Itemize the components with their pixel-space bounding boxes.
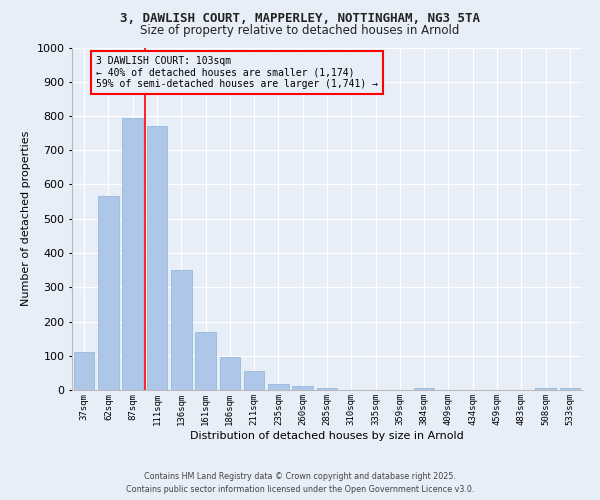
- Bar: [560, 388, 580, 390]
- Bar: [195, 332, 216, 390]
- Bar: [317, 388, 337, 390]
- Text: 3, DAWLISH COURT, MAPPERLEY, NOTTINGHAM, NG3 5TA: 3, DAWLISH COURT, MAPPERLEY, NOTTINGHAM,…: [120, 12, 480, 26]
- Bar: [414, 388, 434, 390]
- Bar: [244, 371, 265, 390]
- Y-axis label: Number of detached properties: Number of detached properties: [21, 131, 31, 306]
- Bar: [122, 118, 143, 390]
- Text: Contains HM Land Registry data © Crown copyright and database right 2025.
Contai: Contains HM Land Registry data © Crown c…: [126, 472, 474, 494]
- X-axis label: Distribution of detached houses by size in Arnold: Distribution of detached houses by size …: [190, 430, 464, 440]
- Text: 3 DAWLISH COURT: 103sqm
← 40% of detached houses are smaller (1,174)
59% of semi: 3 DAWLISH COURT: 103sqm ← 40% of detache…: [96, 56, 378, 90]
- Bar: [98, 196, 119, 390]
- Bar: [146, 126, 167, 390]
- Bar: [220, 357, 240, 390]
- Bar: [292, 386, 313, 390]
- Bar: [171, 270, 191, 390]
- Text: Size of property relative to detached houses in Arnold: Size of property relative to detached ho…: [140, 24, 460, 37]
- Bar: [74, 352, 94, 390]
- Bar: [268, 384, 289, 390]
- Bar: [535, 388, 556, 390]
